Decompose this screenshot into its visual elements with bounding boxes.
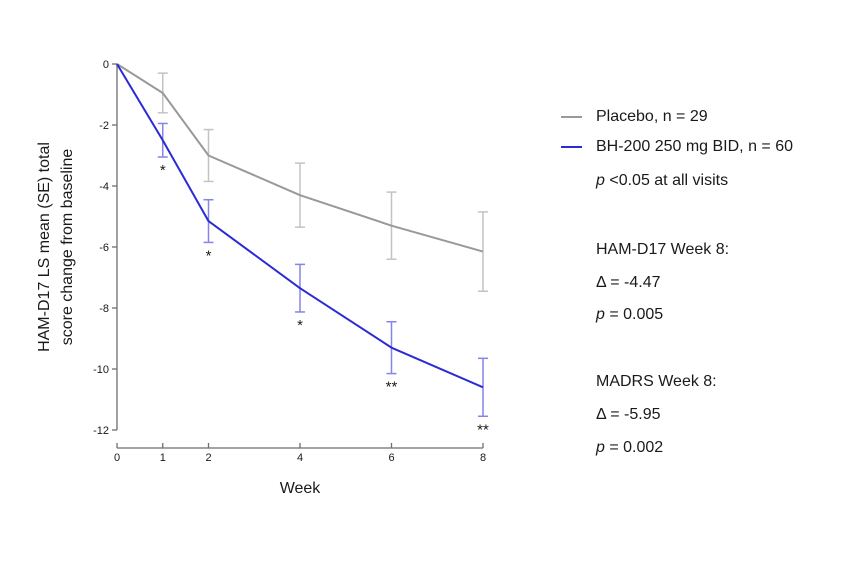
legend-item-placebo: Placebo, n = 29 bbox=[561, 107, 708, 127]
x-tick-label: 6 bbox=[388, 452, 394, 464]
significance-marker: ** bbox=[386, 379, 398, 396]
p-symbol: p bbox=[596, 439, 605, 456]
legend-label-bh200: BH-200 250 mg BID, n = 60 bbox=[596, 138, 793, 155]
legend-label-placebo: Placebo, n = 29 bbox=[596, 108, 708, 125]
y-axis-title: HAM-D17 LS mean (SE) total bbox=[36, 142, 53, 352]
y-tick-label: -6 bbox=[99, 242, 109, 254]
stats-madrs-pvalue-text: = 0.002 bbox=[604, 439, 664, 456]
significance-marker: * bbox=[206, 247, 212, 264]
legend-item-bh200: BH-200 250 mg BID, n = 60 bbox=[561, 137, 793, 157]
x-tick-label: 2 bbox=[205, 452, 211, 464]
legend-note: p <0.05 at all visits bbox=[596, 171, 728, 191]
y-tick-label: -2 bbox=[99, 120, 109, 132]
stats-madrs-pvalue: p = 0.002 bbox=[596, 438, 663, 458]
x-tick-label: 0 bbox=[114, 452, 120, 464]
y-tick-label: 0 bbox=[103, 59, 109, 71]
significance-marker: * bbox=[160, 162, 166, 179]
placebo-line-swatch bbox=[561, 116, 582, 118]
y-axis-title: score change from baseline bbox=[59, 149, 76, 346]
x-axis-title: Week bbox=[280, 480, 322, 497]
x-tick-label: 1 bbox=[160, 452, 166, 464]
stats-hamd17-pvalue-text: = 0.005 bbox=[604, 306, 664, 323]
stats-hamd17-title: HAM-D17 Week 8: bbox=[596, 241, 730, 258]
line-chart: 0 -2 -4 -6 -8 -10 -12 0 1 2 4 6 8 Week HAM-D17 LS mean… bbox=[36, 59, 489, 497]
x-tick-label: 4 bbox=[297, 452, 303, 464]
significance-marker: * bbox=[297, 317, 303, 334]
y-tick-label: -12 bbox=[93, 425, 109, 437]
bh200-series-line bbox=[116, 63, 484, 389]
y-tick-label: -8 bbox=[99, 303, 109, 315]
stats-madrs-delta: Δ = -5.95 bbox=[596, 406, 661, 423]
p-symbol: p bbox=[596, 306, 605, 323]
x-tick-label: 8 bbox=[480, 452, 486, 464]
bh200-line-swatch bbox=[561, 146, 582, 148]
stats-hamd17-pvalue: p = 0.005 bbox=[596, 305, 663, 325]
significance-marker: ** bbox=[477, 421, 489, 438]
stats-madrs-title: MADRS Week 8: bbox=[596, 373, 717, 390]
p-symbol: p bbox=[596, 172, 605, 189]
y-tick-label: -10 bbox=[93, 364, 109, 376]
y-tick-label: -4 bbox=[99, 181, 109, 193]
stats-hamd17-delta: Δ = -4.47 bbox=[596, 274, 661, 291]
placebo-series-line bbox=[116, 63, 484, 253]
legend-note-text: <0.05 at all visits bbox=[604, 172, 729, 189]
